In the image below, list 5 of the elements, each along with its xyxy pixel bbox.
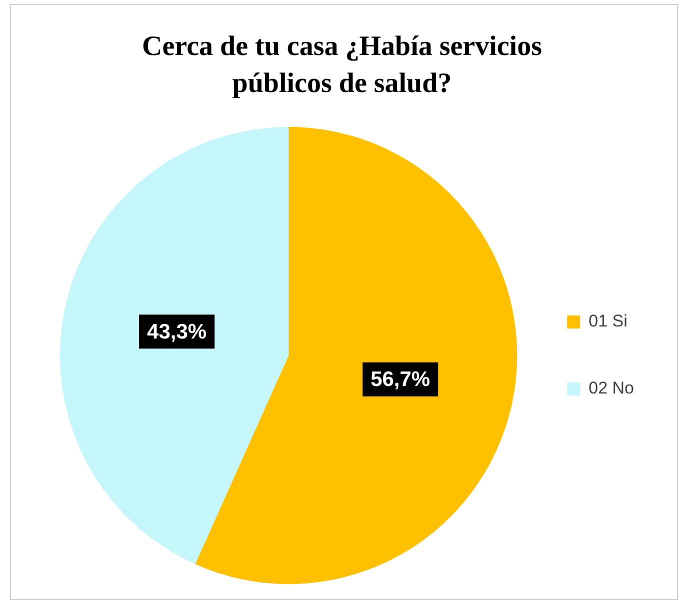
chart-title: Cerca de tu casa ¿Había servicios públicos de salud? — [141, 30, 543, 101]
legend-label: 02 No — [588, 378, 634, 398]
data-label: 43,3% — [147, 320, 207, 344]
data-label: 56,7% — [370, 368, 430, 392]
legend-label: 01 Si — [588, 312, 628, 331]
